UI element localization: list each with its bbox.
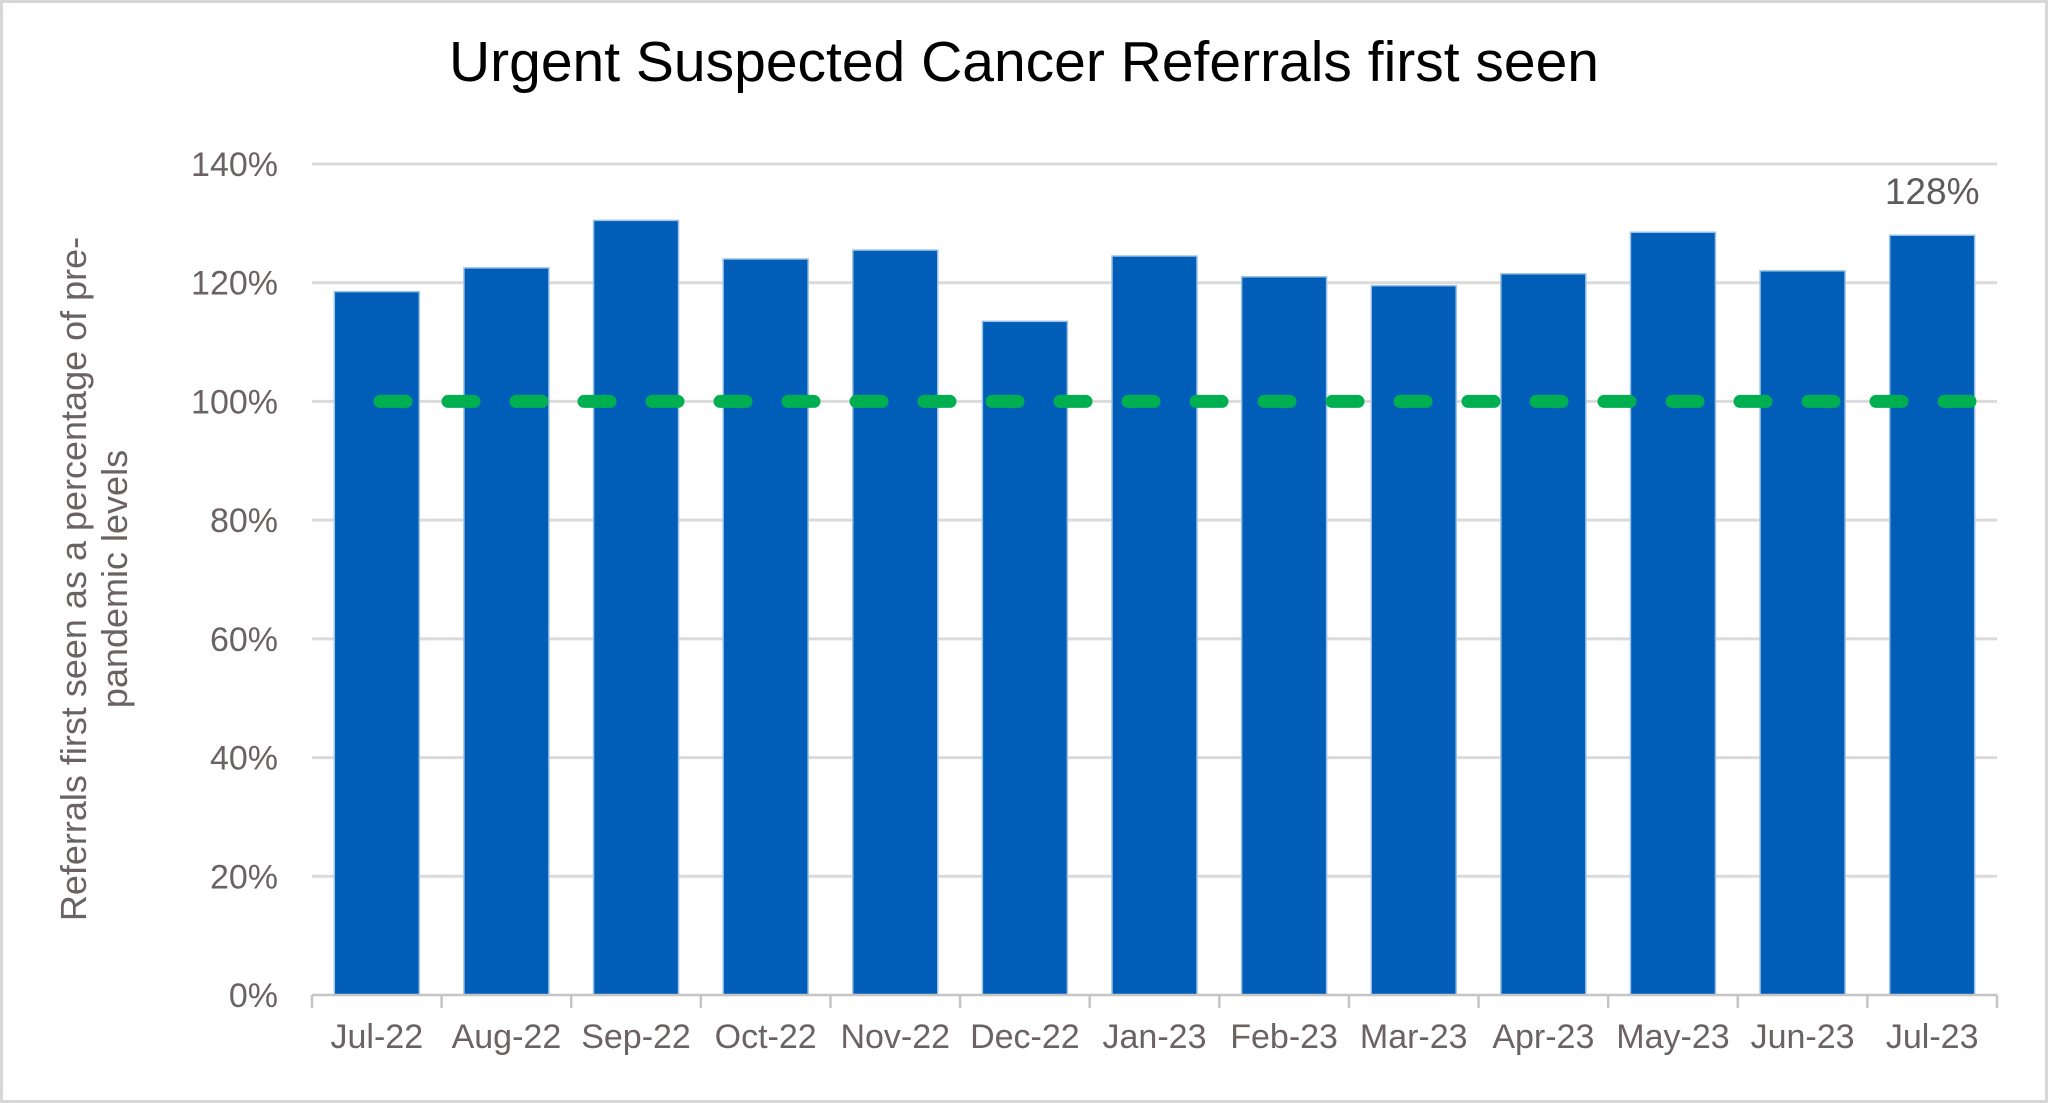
x-axis (310, 993, 1999, 1008)
y-tick-label: 120% (191, 265, 278, 303)
x-tick-label: Feb-23 (1230, 1018, 1338, 1056)
bar-Sep-22 (592, 219, 680, 996)
bar-Mar-23 (1370, 284, 1457, 996)
x-tick-label: Dec-22 (970, 1018, 1080, 1056)
bar-Jun-23 (1759, 270, 1846, 996)
bar-May-23 (1629, 231, 1717, 996)
data-label-Jul-23: 128% (1885, 171, 1980, 212)
bar-Apr-23 (1500, 273, 1587, 996)
bar-Jan-23 (1111, 255, 1198, 996)
y-tick-label: 140% (191, 146, 278, 184)
y-tick-label: 100% (191, 383, 278, 421)
y-tick-label: 0% (229, 977, 278, 1015)
bar-Nov-22 (852, 249, 939, 996)
bar-Jul-23 (1888, 234, 1976, 996)
x-tick-label: May-23 (1616, 1018, 1729, 1056)
y-tick-label: 60% (210, 621, 278, 659)
x-tick-label: Jun-23 (1751, 1018, 1855, 1056)
chart-title: Urgent Suspected Cancer Referrals first … (448, 30, 1600, 94)
x-tick-label: Jul-22 (331, 1018, 424, 1056)
bar-Dec-22 (981, 320, 1069, 996)
y-tick-label: 20% (210, 858, 278, 896)
y-axis-title-line-2: pandemic levels (94, 450, 135, 708)
bar-Aug-22 (463, 267, 550, 996)
bar-chart-svg: 0% 20% 40% 60% 80% 100% 120% 140% Jul-22 Aug-22 Se… (53, 146, 1999, 1056)
x-tick-label: Nov-22 (840, 1018, 950, 1056)
x-tick-label: Oct-22 (715, 1018, 817, 1056)
x-tick-labels: Jul-22 Aug-22 Sep-22 Oct-22 Nov-22 Dec-22 Jan-… (331, 1018, 1979, 1056)
bar-Jul-22 (333, 290, 421, 996)
x-tick-label: Mar-23 (1360, 1018, 1468, 1056)
bar-Oct-22 (722, 258, 809, 996)
bars (333, 219, 1976, 996)
x-tick-label: Aug-22 (452, 1018, 562, 1056)
x-tick-label: Jan-23 (1103, 1018, 1207, 1056)
x-tick-label: Sep-22 (581, 1018, 691, 1056)
y-axis-title-line-1: Referrals first seen as a percentage of … (53, 237, 94, 921)
y-tick-label: 40% (210, 740, 278, 778)
y-tick-label: 80% (210, 502, 278, 540)
x-tick-label: Jul-23 (1886, 1018, 1979, 1056)
x-tick-label: Apr-23 (1492, 1018, 1594, 1056)
bar-Feb-23 (1240, 276, 1328, 996)
y-tick-labels: 0% 20% 40% 60% 80% 100% 120% 140% (191, 146, 278, 1015)
